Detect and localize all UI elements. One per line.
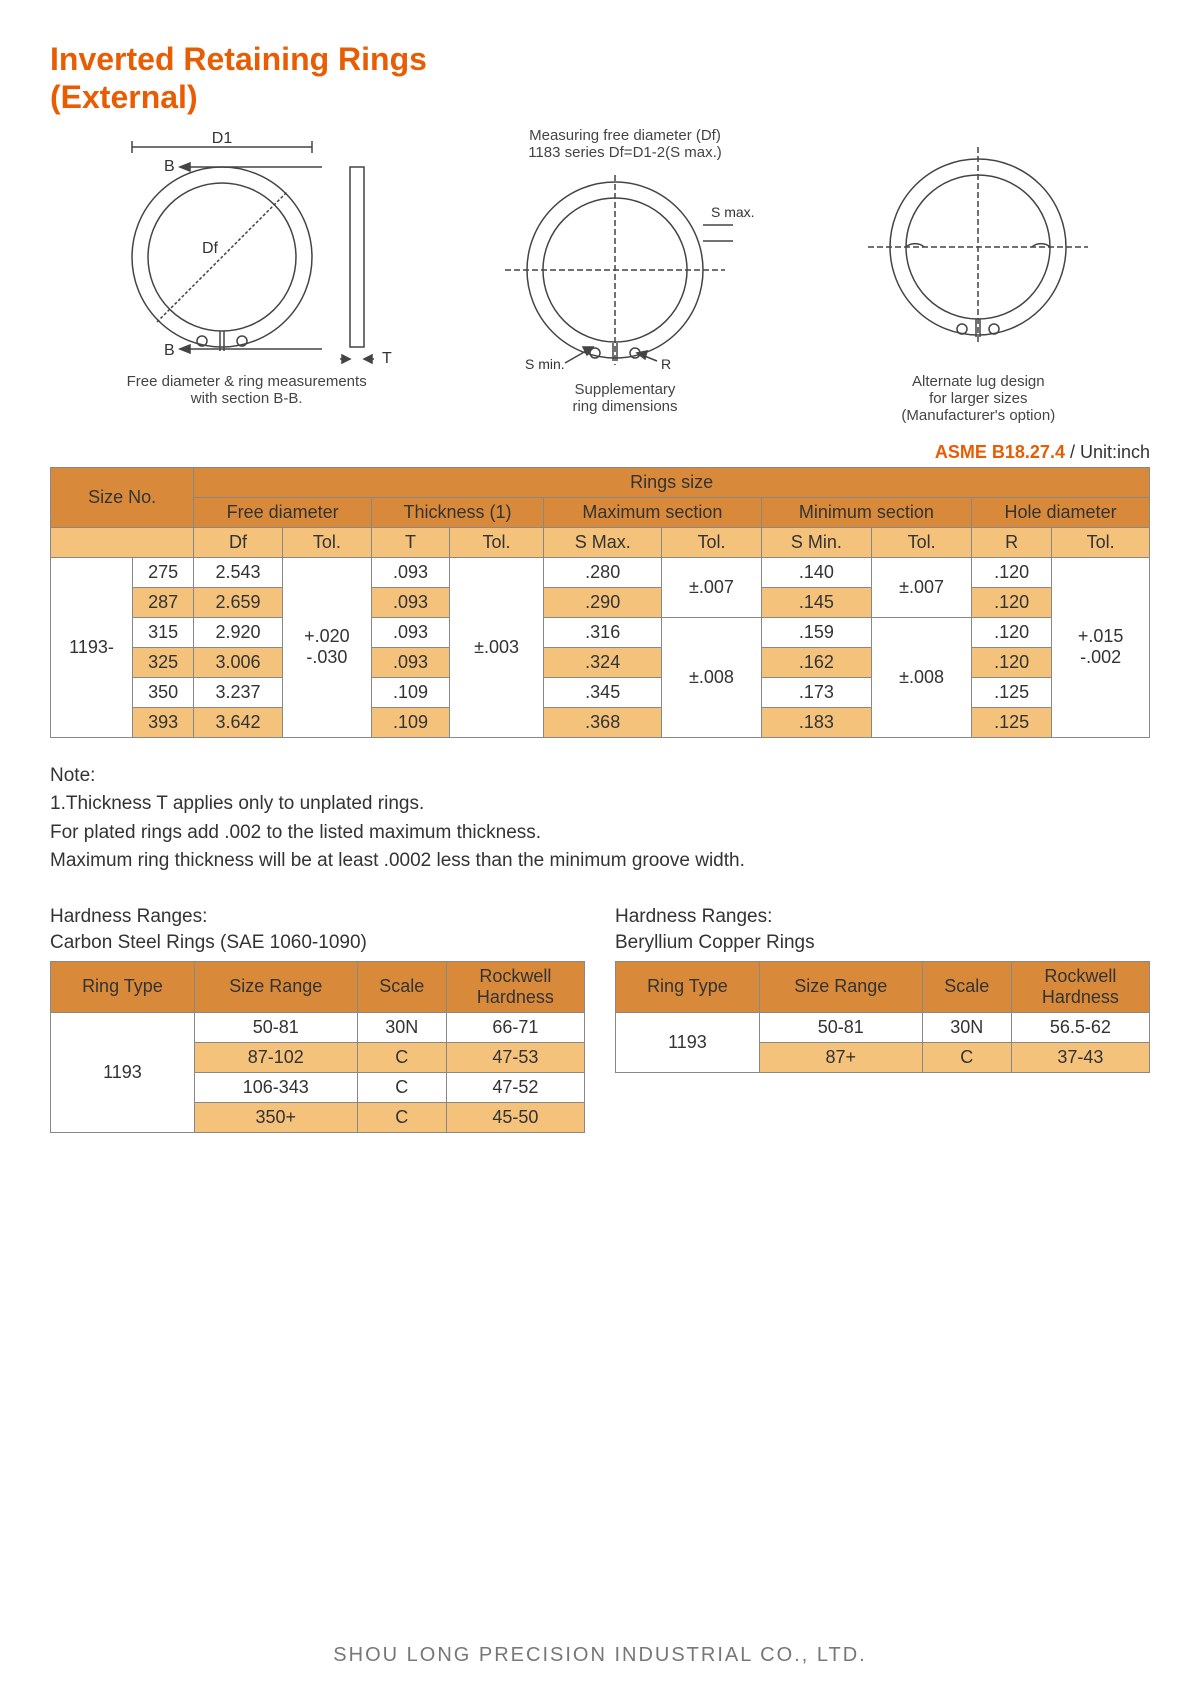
table-row: 119350-8130N66-71 (51, 1012, 585, 1042)
series-cell: 1193- (51, 557, 133, 737)
ring-diagram-2-icon: S max. S min. R (485, 165, 765, 375)
table-row: 2872.659 .093.290 .145.120 (51, 587, 1150, 617)
tol-smin1: ±.007 (872, 557, 972, 617)
svg-text:R: R (661, 356, 671, 372)
tol-t: ±.003 (450, 557, 544, 737)
table-row: 119350-8130N56.5-62 (616, 1012, 1150, 1042)
sub-r: R (972, 527, 1052, 557)
title-line-2: (External) (50, 79, 198, 115)
sub-tol1: Tol. (282, 527, 371, 557)
svg-text:S max.: S max. (711, 204, 755, 220)
tol-smax1: ±.007 (662, 557, 761, 617)
table-row: 3253.006 .093.324 .162.120 (51, 647, 1150, 677)
svg-text:D1: D1 (211, 130, 232, 147)
svg-text:T: T (382, 350, 392, 367)
sub-t: T (372, 527, 450, 557)
hardness-carbon-steel: Hardness Ranges: Carbon Steel Rings (SAE… (50, 904, 585, 1133)
hardness-table-1: Ring Type Size Range Scale Rockwell Hard… (50, 961, 585, 1133)
svg-text:S min.: S min. (525, 356, 565, 372)
sub-df: Df (194, 527, 283, 557)
rings-size-table: Size No. Rings size Free diameter Thickn… (50, 467, 1150, 738)
diagram-2-caption: Supplementary ring dimensions (485, 381, 765, 415)
table-row: 3933.642 .109.368 .183.125 (51, 707, 1150, 737)
th-holed: Hole diameter (972, 497, 1150, 527)
table-row: 3152.920 .093.316 ±.008 .159 ±.008 .120 (51, 617, 1150, 647)
svg-text:B: B (164, 158, 175, 175)
diagram-2-top-label: Measuring free diameter (Df) 1183 series… (485, 127, 765, 161)
tol-df: +.020 -.030 (282, 557, 371, 737)
diagram-3-caption: Alternate lug design for larger sizes (M… (848, 373, 1108, 424)
sub-smax: S Max. (544, 527, 662, 557)
th-freed: Free diameter (194, 497, 372, 527)
hardness-tables: Hardness Ranges: Carbon Steel Rings (SAE… (50, 904, 1150, 1133)
hardness-1-label: Hardness Ranges: Carbon Steel Rings (SAE… (50, 904, 585, 957)
diagram-3: Alternate lug design for larger sizes (M… (848, 127, 1108, 424)
th-mins: Minimum section (761, 497, 971, 527)
tol-smax2: ±.008 (662, 617, 761, 737)
tol-r: +.015 -.002 (1052, 557, 1150, 737)
tol-smin2: ±.008 (872, 617, 972, 737)
ring-diagram-1-icon: D1 B Df B T (92, 127, 402, 367)
th-ringssize: Rings size (194, 467, 1150, 497)
ring-diagram-3-icon (848, 127, 1108, 367)
standard-unit: / Unit:inch (1065, 442, 1150, 462)
sub-tol2: Tol. (450, 527, 544, 557)
diagram-1: D1 B Df B T Free diameter & ring measure… (92, 127, 402, 407)
table-row: 1193- 275 2.543 +.020 -.030 .093 ±.003 .… (51, 557, 1150, 587)
sub-tol4: Tol. (872, 527, 972, 557)
hardness-table-2: Ring Type Size Range Scale Rockwell Hard… (615, 961, 1150, 1073)
diagram-2: Measuring free diameter (Df) 1183 series… (485, 127, 765, 415)
hardness-beryllium-copper: Hardness Ranges: Beryllium Copper Rings … (615, 904, 1150, 1133)
sub-tol3: Tol. (662, 527, 761, 557)
page-title: Inverted Retaining Rings (External) (50, 40, 1150, 117)
standard-code: ASME B18.27.4 (935, 442, 1065, 462)
diagram-1-caption: Free diameter & ring measurements with s… (92, 373, 402, 407)
th-thick: Thickness (1) (372, 497, 544, 527)
note-text: Note: 1.Thickness T applies only to unpl… (50, 762, 1150, 876)
standard-row: ASME B18.27.4 / Unit:inch (50, 442, 1150, 463)
title-line-1: Inverted Retaining Rings (50, 41, 427, 77)
svg-text:B: B (164, 342, 175, 359)
svg-text:Df: Df (202, 240, 219, 257)
diagram-row: D1 B Df B T Free diameter & ring measure… (50, 127, 1150, 424)
hardness-2-label: Hardness Ranges: Beryllium Copper Rings (615, 904, 1150, 957)
th-sizeno: Size No. (51, 467, 194, 527)
footer-company: SHOU LONG PRECISION INDUSTRIAL CO., LTD. (0, 1644, 1200, 1667)
sub-tol5: Tol. (1052, 527, 1150, 557)
th-maxs: Maximum section (544, 497, 762, 527)
sub-smin: S Min. (761, 527, 871, 557)
table-row: 3503.237 .109.345 .173.125 (51, 677, 1150, 707)
